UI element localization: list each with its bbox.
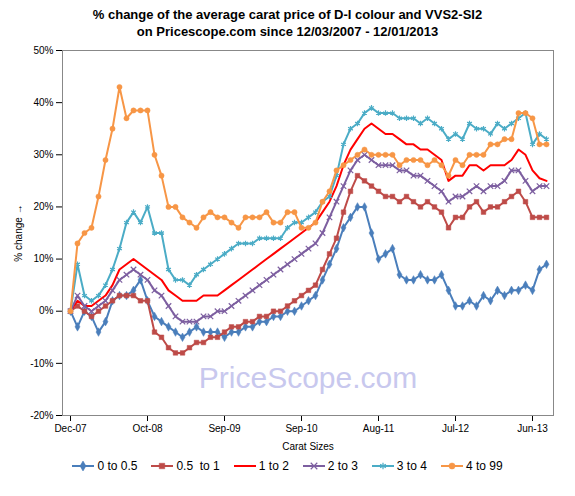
svg-text:PriceScope.com: PriceScope.com xyxy=(199,361,417,394)
svg-text:Jul-12: Jul-12 xyxy=(442,423,470,434)
svg-text:% change →: % change → xyxy=(13,204,24,261)
html-text:0 to 0.5: 0 to 0.5 xyxy=(97,459,138,473)
html-text:2 to 3: 2 to 3 xyxy=(327,459,358,473)
svg-text:Jun-13: Jun-13 xyxy=(517,423,548,434)
svg-text:Oct-08: Oct-08 xyxy=(132,423,162,434)
svg-text:50%: 50% xyxy=(33,45,53,56)
html-text:0.5 to 1: 0.5 to 1 xyxy=(176,459,220,473)
html-text:1 to 2: 1 to 2 xyxy=(258,459,289,473)
svg-text:-10%: -10% xyxy=(30,358,53,369)
svg-text:Sep-10: Sep-10 xyxy=(285,423,318,434)
svg-text:10%: 10% xyxy=(33,253,53,264)
svg-text:-20%: -20% xyxy=(30,410,53,421)
html-text:3 to 4: 3 to 4 xyxy=(396,459,427,473)
html-text:4 to 99: 4 to 99 xyxy=(465,459,503,473)
svg-text:Dec-07: Dec-07 xyxy=(54,423,87,434)
svg-text:Carat Sizes: Carat Sizes xyxy=(282,441,334,452)
svg-text:20%: 20% xyxy=(33,201,53,212)
svg-text:Aug-11: Aug-11 xyxy=(363,423,395,434)
svg-text:30%: 30% xyxy=(33,149,53,160)
svg-text:40%: 40% xyxy=(33,97,53,108)
svg-text:0%: 0% xyxy=(39,305,54,316)
html-text:% change of the average carat: % change of the average carat price of D… xyxy=(92,7,483,39)
svg-text:Sep-09: Sep-09 xyxy=(208,423,241,434)
